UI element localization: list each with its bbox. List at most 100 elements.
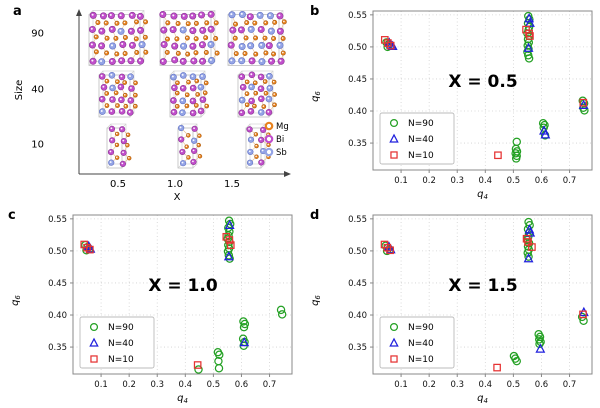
x-tick-label: 1.0 xyxy=(167,179,183,190)
y-tick-label: 0.35 xyxy=(48,343,67,353)
x-tick-label: 0.1 xyxy=(394,176,408,186)
x-value-annotation: X = 0.5 xyxy=(448,72,517,92)
x-tick-label: 0.2 xyxy=(122,380,136,390)
x-tick-label: 0.3 xyxy=(450,380,464,390)
x-axis-label: q4 xyxy=(477,189,488,201)
x-tick-label: 0.4 xyxy=(479,380,493,390)
atoms xyxy=(238,71,277,117)
x-tick-label: 0.4 xyxy=(179,380,193,390)
series-n-40 xyxy=(384,13,589,139)
y-axis-label: q6 xyxy=(310,295,322,306)
x-tick-label: 0.5 xyxy=(507,176,521,186)
y-tick-label: 0.55 xyxy=(48,215,67,225)
x-axis-label: q4 xyxy=(477,393,488,405)
size-tick-label: 10 xyxy=(31,140,44,151)
y-tick-label: 0.45 xyxy=(48,279,67,289)
series-n-10 xyxy=(380,234,587,372)
y-tick-label: 0.45 xyxy=(348,75,367,85)
scatter-plot-x15: 0.1 0.2 0.3 0.4 0.5 0.6 0.7 0.35 0.40 0.45 0.50 0.5… xyxy=(310,214,593,405)
size-axis-label: Size xyxy=(14,80,25,101)
plot-legend: N=90 N=40 N=10 xyxy=(79,316,155,369)
legend-label: N=40 xyxy=(408,339,434,349)
x-value-annotation: X = 1.0 xyxy=(148,276,217,296)
y-tick-label: 0.50 xyxy=(348,247,367,257)
x-tick-label: 0.3 xyxy=(150,380,164,390)
crystal-structure xyxy=(169,70,210,118)
crystal-structure xyxy=(245,123,271,169)
element-legend-label: Sb xyxy=(276,148,287,158)
x-axis-label: q4 xyxy=(177,393,188,405)
crystal-structure xyxy=(227,10,287,66)
tick-labels: 0.1 0.2 0.3 0.4 0.5 0.6 0.7 0.35 0.40 0.45 0.50 0.5… xyxy=(348,11,576,186)
x-tick-label: 0.1 xyxy=(94,380,108,390)
x-tick-label: 0.6 xyxy=(535,176,549,186)
tick-labels: 0.1 0.2 0.3 0.4 0.5 0.6 0.7 0.35 0.40 0.45 0.50 0.5… xyxy=(48,215,276,390)
y-tick-label: 0.40 xyxy=(48,311,67,321)
crystal-structure xyxy=(159,10,220,66)
atoms xyxy=(227,11,287,66)
size-tick-label: 40 xyxy=(31,85,44,96)
x-tick-label: 0.2 xyxy=(422,176,436,186)
x-value-annotation: X = 1.5 xyxy=(448,276,517,296)
x-tick-label: 0.4 xyxy=(479,176,493,186)
plot-legend: N=90 N=40 N=10 xyxy=(379,112,455,165)
gridlines xyxy=(373,11,592,170)
legend-label: N=40 xyxy=(108,339,134,349)
x-tick-label: 0.6 xyxy=(535,380,549,390)
y-tick-label: 0.35 xyxy=(348,343,367,353)
x-tick-label: 1.5 xyxy=(224,179,240,190)
y-tick-label: 0.35 xyxy=(348,139,367,149)
atoms xyxy=(246,126,271,166)
y-tick-label: 0.45 xyxy=(348,279,367,289)
crystal-structure xyxy=(237,70,277,118)
atoms xyxy=(159,10,220,66)
y-tick-label: 0.55 xyxy=(348,215,367,225)
element-legend-label: Bi xyxy=(276,135,284,145)
x-tick-label: 0.5 xyxy=(207,380,221,390)
y-axis-label: q6 xyxy=(10,295,22,306)
legend-label: N=90 xyxy=(408,119,434,129)
atoms xyxy=(107,125,132,168)
x-axis-label: X xyxy=(174,192,181,203)
panel-c: c 0.1 0.2 0.3 0.4 0.5 0.6 0.7 0.35 0.40 0.45 0.50 0… xyxy=(0,204,300,408)
y-tick-label: 0.40 xyxy=(348,311,367,321)
y-tick-label: 0.50 xyxy=(348,43,367,53)
x-tick-label: 0.3 xyxy=(450,176,464,186)
panel-d: d 0.1 0.2 0.3 0.4 0.5 0.6 0.7 0.35 0.40 0.45 0.50 0… xyxy=(300,204,600,408)
y-tick-label: 0.40 xyxy=(348,107,367,117)
series-n-10 xyxy=(380,25,588,160)
panel-a-letter: a xyxy=(13,4,22,19)
legend-label: N=90 xyxy=(408,323,434,333)
atoms xyxy=(170,72,210,117)
x-tick-label: 0.7 xyxy=(563,176,577,186)
panel-b: b 0.1 0.2 0.3 0.4 0.5 0.6 0.7 0.35 0.40 0.45 0.50 0… xyxy=(300,0,600,204)
scatter-plot-x10: 0.1 0.2 0.3 0.4 0.5 0.6 0.7 0.35 0.40 0.45 0.50 0.5… xyxy=(10,214,293,405)
legend-label: N=10 xyxy=(108,355,134,365)
x-tick-label: 0.7 xyxy=(263,380,277,390)
size-tick-label: 90 xyxy=(31,29,44,40)
x-tick-label: 0.5 xyxy=(110,179,126,190)
plot-legend: N=90 N=40 N=10 xyxy=(379,316,455,369)
plot-frame xyxy=(72,214,293,375)
panel-a: a 90 40 10 0.5 1.0 1.5 Size X Mg Bi Sb xyxy=(0,0,300,204)
element-legend: Mg Bi Sb xyxy=(264,121,289,158)
legend-label: N=40 xyxy=(408,135,434,145)
panel-b-letter: b xyxy=(310,4,320,19)
atoms xyxy=(88,11,149,66)
crystal-structures-plot: 90 40 10 0.5 1.0 1.5 Size X Mg Bi Sb xyxy=(14,9,291,203)
tick-labels: 0.1 0.2 0.3 0.4 0.5 0.6 0.7 0.35 0.40 0.45 0.50 0.5… xyxy=(348,215,576,390)
x-tick-label: 0.6 xyxy=(235,380,249,390)
atom-bonds xyxy=(249,129,269,163)
x-tick-label: 0.5 xyxy=(507,380,521,390)
x-tick-label: 0.1 xyxy=(394,380,408,390)
y-tick-label: 0.50 xyxy=(48,247,67,257)
panel-d-letter: d xyxy=(310,208,320,223)
atoms xyxy=(98,71,138,116)
scatter-plot-x05: 0.1 0.2 0.3 0.4 0.5 0.6 0.7 0.35 0.40 0.45 0.50 0.5… xyxy=(310,10,593,201)
gridlines xyxy=(73,215,292,374)
x-tick-label: 0.7 xyxy=(563,380,577,390)
x-tick-label: 0.2 xyxy=(422,380,436,390)
gridlines xyxy=(373,215,592,374)
atoms xyxy=(178,124,203,167)
